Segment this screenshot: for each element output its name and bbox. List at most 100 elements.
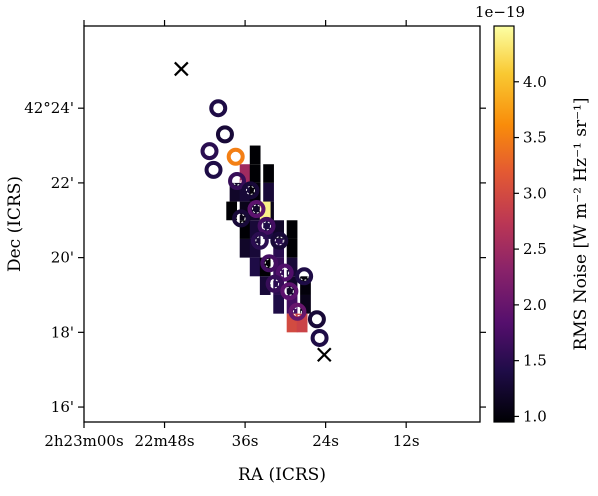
beam-marker-inner bbox=[209, 165, 219, 175]
colorbar-title: RMS Noise [W m⁻² Hz⁻¹ sr⁻¹] bbox=[571, 97, 591, 350]
heatmap-cell bbox=[286, 313, 298, 333]
y-tick-label: 42°24' bbox=[24, 99, 74, 117]
beam-marker-inner bbox=[262, 221, 272, 231]
beam-marker-ring bbox=[280, 282, 299, 301]
colorbar-tick-label: 4.0 bbox=[523, 73, 547, 91]
beam-marker-ring bbox=[226, 147, 245, 166]
beam-marker-inner bbox=[220, 129, 230, 139]
heatmap-cell bbox=[249, 201, 261, 221]
beam-marker-inner bbox=[274, 236, 284, 246]
heatmap-cell bbox=[286, 238, 298, 258]
beam-marker-ring bbox=[250, 231, 269, 250]
colorbar-tick-label: 2.0 bbox=[523, 296, 547, 314]
heatmap-cell bbox=[300, 294, 311, 314]
colorbar-scale-label: 1e−19 bbox=[475, 3, 525, 21]
cross-markers bbox=[174, 61, 332, 363]
beam-marker-inner bbox=[255, 236, 265, 246]
beam-marker-inner bbox=[245, 185, 255, 195]
cross-marker bbox=[317, 347, 332, 363]
heatmap-cell bbox=[296, 313, 308, 333]
beam-marker-ring bbox=[241, 181, 260, 200]
x-tick-label: 2h23m00s bbox=[44, 432, 123, 450]
heatmap-cell bbox=[239, 220, 251, 239]
beam-marker-inner bbox=[284, 286, 294, 296]
beam-marker bbox=[307, 310, 326, 329]
beam-marker-inner bbox=[292, 307, 302, 317]
heatmap-cell bbox=[263, 164, 274, 183]
beam-marker-ring bbox=[228, 172, 247, 191]
heatmap-cell bbox=[300, 276, 311, 295]
beam-marker-ring bbox=[257, 216, 276, 235]
beam-marker-inner bbox=[251, 204, 261, 214]
beam-marker-ring bbox=[247, 200, 266, 219]
beam-marker bbox=[228, 172, 247, 191]
beam-marker bbox=[241, 181, 260, 200]
heatmap-cell bbox=[286, 220, 298, 239]
y-tick-label: 20' bbox=[51, 249, 74, 267]
beam-marker bbox=[250, 231, 269, 250]
beam-marker-inner bbox=[315, 333, 325, 343]
cross-marker-stroke bbox=[174, 61, 189, 77]
y-tick-label: 18' bbox=[51, 323, 74, 341]
y-tick-label: 16' bbox=[51, 398, 74, 416]
colorbar bbox=[493, 25, 515, 423]
beam-marker bbox=[232, 209, 251, 228]
beam-marker bbox=[247, 200, 266, 219]
beam-marker-ring bbox=[260, 254, 279, 273]
beam-marker bbox=[215, 125, 234, 144]
beam-marker bbox=[200, 142, 219, 161]
colorbar-ticks: 1.0 1.5 2.0 2.5 3.0 3.5 4.0 bbox=[514, 73, 547, 425]
heatmap-cell bbox=[249, 220, 261, 239]
heatmap-cell bbox=[286, 294, 298, 314]
beam-marker bbox=[226, 147, 245, 166]
beam-marker bbox=[260, 254, 279, 273]
colorbar-tick-label: 3.5 bbox=[523, 129, 547, 147]
beam-marker bbox=[275, 263, 294, 282]
y-axis-title: Dec (ICRS) bbox=[5, 176, 25, 272]
beam-marker-ring bbox=[209, 99, 228, 118]
beam-marker-ring bbox=[200, 142, 219, 161]
beam-marker-ring bbox=[232, 209, 251, 228]
beam-marker-inner bbox=[213, 103, 223, 113]
beam-marker-ring bbox=[265, 274, 284, 293]
beam-marker bbox=[257, 216, 276, 235]
beam-marker-inner bbox=[264, 258, 274, 268]
heatmap-cell bbox=[249, 257, 261, 277]
beam-marker-ring bbox=[215, 125, 234, 144]
beam-marker-inner bbox=[232, 176, 242, 186]
beam-marker bbox=[265, 274, 284, 293]
x-tick-label: 24s bbox=[312, 432, 339, 450]
beam-marker bbox=[209, 99, 228, 118]
colorbar-tick-label: 2.5 bbox=[523, 240, 547, 258]
beam-marker-ring bbox=[295, 267, 314, 286]
beam-marker-ring bbox=[307, 310, 326, 329]
x-tick-label: 36s bbox=[232, 432, 259, 450]
beam-marker bbox=[270, 231, 289, 250]
heatmap-cell bbox=[239, 238, 251, 258]
beam-marker bbox=[288, 302, 307, 321]
colorbar-tick-label: 1.5 bbox=[523, 352, 547, 370]
beam-markers bbox=[200, 99, 329, 347]
colorbar-tick-label: 3.0 bbox=[523, 184, 547, 202]
heatmap-cell bbox=[273, 220, 285, 239]
beam-marker-ring bbox=[270, 231, 289, 250]
heatmap-cell bbox=[263, 182, 274, 202]
colorbar-tick-label: 1.0 bbox=[523, 407, 547, 425]
heatmap-cell bbox=[273, 294, 285, 314]
x-axis-title: RA (ICRS) bbox=[238, 465, 326, 485]
x-tick-label: 12s bbox=[393, 432, 420, 450]
y-axis-ticks: 42°24' 22' 20' 18' 16' bbox=[24, 99, 486, 416]
beam-marker-inner bbox=[236, 213, 246, 223]
cross-marker bbox=[174, 61, 189, 77]
heatmap-cell bbox=[249, 145, 261, 165]
heatmap-cell bbox=[259, 276, 271, 295]
beam-marker-inner bbox=[280, 268, 290, 278]
beam-marker bbox=[310, 328, 329, 347]
beam-marker-ring bbox=[288, 302, 307, 321]
beam-marker-inner bbox=[270, 279, 280, 289]
beam-marker-inner bbox=[312, 314, 322, 324]
cross-marker-stroke bbox=[317, 347, 332, 363]
beam-marker-ring bbox=[204, 160, 223, 179]
y-tick-label: 22' bbox=[51, 174, 74, 192]
beam-marker-inner bbox=[299, 271, 309, 281]
